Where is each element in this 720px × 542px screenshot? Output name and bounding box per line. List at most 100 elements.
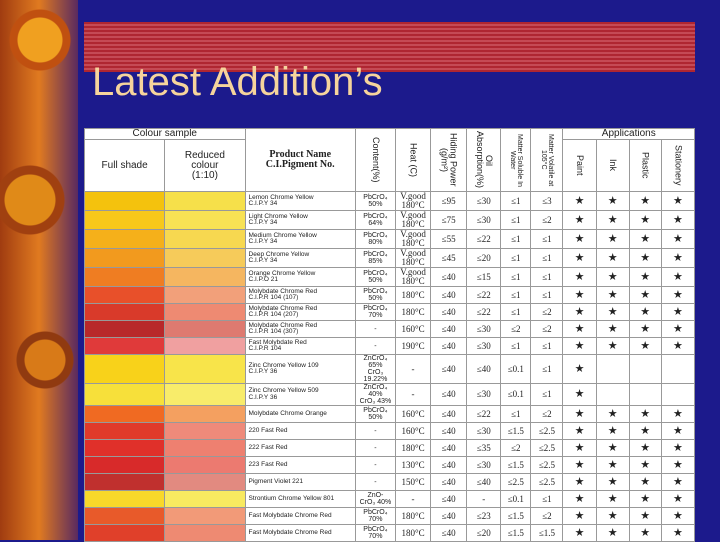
header-text: Plastic [640, 152, 651, 179]
heat-text: V.good [400, 267, 426, 277]
full-shade-swatch [83, 383, 166, 406]
hiding-cell: ≤55 [430, 229, 468, 249]
header-cell: Reduced colour (1:10) [164, 139, 246, 192]
hiding-cell: ≤40 [430, 405, 468, 423]
content-cell: PbCrO₄ 50% [354, 191, 396, 211]
heat-cell: 180°C [394, 507, 432, 525]
reduced-swatch [164, 191, 246, 211]
heat-text: 180°C [401, 257, 425, 267]
volatile-cell: ≤1 [530, 267, 564, 287]
name-text: C.I.P.Y 34 [248, 257, 278, 264]
content-text: CrO₃ 40% [359, 499, 392, 506]
heat-text: 180°C [401, 289, 425, 300]
name-text: C.I.P.R 104 (107) [248, 294, 299, 301]
hiding-cell: ≤75 [430, 210, 468, 230]
header-text: C.I.Pigment No. [265, 159, 335, 170]
full-shade-swatch [83, 320, 166, 338]
table-row: Lemon Chrome Yellow C.I.P.Y 34 PbCrO₄ 50% V… [83, 191, 696, 211]
application-cell: ★ [660, 248, 696, 268]
hiding-cell: ≤95 [430, 191, 468, 211]
heat-text: 180°C [401, 238, 425, 248]
table-row: 223 Fast Red -130°C ≤40 ≤30 ≤1.5 ≤2.5 ★ ★ ★ ★ [83, 456, 696, 474]
name-text: Fast Molybdate Chrome Red [248, 528, 332, 536]
oil-cell: ≤30 [466, 456, 502, 474]
name-text: Lemon Chrome Yellow [248, 193, 314, 201]
name-text: Orange Chrome Yellow [248, 269, 316, 277]
hiding-cell: ≤40 [430, 422, 468, 440]
heat-cell: 190°C [394, 337, 432, 355]
volatile-cell: ≤2.5 [530, 456, 564, 474]
application-cell: ★ [562, 354, 597, 384]
header-cell: Hiding Power (g/m²) [430, 128, 468, 192]
application-cell: ★ [562, 473, 597, 491]
content-cell: PbCrO₄ 50% [354, 286, 396, 304]
name-cell: Lemon Chrome Yellow C.I.P.Y 34 [244, 191, 356, 211]
reduced-swatch [164, 354, 246, 384]
content-text: PbCrO₄ 50% [363, 407, 388, 421]
table-row: Fast Molybdate Chrome Red PbCrO₄ 70% 180°C… [83, 524, 696, 542]
application-cell [628, 354, 662, 384]
soluble-cell: ≤0.1 [500, 354, 532, 384]
soluble-cell: ≤1.5 [500, 507, 532, 525]
table-row: 222 Fast Red -180°C ≤40 ≤35 ≤2 ≤2.5 ★ ★ ★ ★ [83, 439, 696, 457]
content-cell: PbCrO₄ 64% [354, 210, 396, 230]
heat-text: V.good [400, 210, 426, 220]
hiding-cell: ≤40 [430, 286, 468, 304]
content-text: PbCrO₄ 50% [363, 194, 388, 208]
application-cell [660, 383, 696, 406]
oil-cell: - [466, 490, 502, 508]
oil-cell: ≤30 [466, 320, 502, 338]
application-cell: ★ [660, 286, 696, 304]
application-cell: ★ [595, 267, 630, 287]
application-cell: ★ [628, 229, 662, 249]
volatile-cell: ≤2 [530, 405, 564, 423]
soluble-cell: ≤1 [500, 337, 532, 355]
content-text: PbCrO₄ 85% [363, 251, 388, 265]
application-cell: ★ [595, 337, 630, 355]
name-cell: Deep Chrome Yellow C.I.P.Y 34 [244, 248, 356, 268]
header-text: Hiding Power (g/m²) [439, 133, 459, 187]
name-cell: Orange Chrome Yellow C.I.P.O 21 [244, 267, 356, 287]
hiding-cell: ≤40 [430, 490, 468, 508]
full-shade-swatch [83, 267, 166, 287]
hiding-cell: ≤40 [430, 267, 468, 287]
hiding-cell: ≤40 [430, 507, 468, 525]
name-text: Molybdate Chrome Red [248, 304, 318, 312]
application-cell: ★ [595, 303, 630, 321]
soluble-cell: ≤1 [500, 303, 532, 321]
content-cell: ZnCrO₄ 65% CrO₃ 19.22% [354, 354, 396, 384]
volatile-cell: ≤2 [530, 210, 564, 230]
volatile-cell: ≤1 [530, 383, 564, 406]
application-cell: ★ [660, 303, 696, 321]
content-cell: PbCrO₄ 70% [354, 524, 396, 542]
application-cell: ★ [628, 337, 662, 355]
application-cell: ★ [660, 337, 696, 355]
pigment-table: Colour sample Product Name C.I.Pigment No… [83, 128, 696, 542]
heat-cell: - [394, 383, 432, 406]
content-text: PbCrO₄ 64% [363, 213, 388, 227]
header-text: Heat (C) [408, 142, 419, 177]
content-text: PbCrO₄ 50% [363, 270, 388, 284]
full-shade-swatch [83, 191, 166, 211]
name-cell: 223 Fast Red [244, 456, 356, 474]
soluble-cell: ≤2.5 [500, 473, 532, 491]
application-cell: ★ [562, 383, 597, 406]
oil-cell: ≤22 [466, 405, 502, 423]
name-cell: Light Chrome Yellow C.I.P.Y 34 [244, 210, 356, 230]
hiding-cell: ≤40 [430, 337, 468, 355]
reduced-swatch [164, 456, 246, 474]
application-cell: ★ [628, 422, 662, 440]
reduced-swatch [164, 507, 246, 525]
application-cell: ★ [562, 210, 597, 230]
heat-cell: V.good 180°C [394, 248, 432, 268]
application-cell: ★ [628, 303, 662, 321]
soluble-cell: ≤1 [500, 191, 532, 211]
content-text: PbCrO₄ 70% [363, 305, 388, 319]
content-cell: - [354, 422, 396, 440]
heat-cell: 180°C [394, 286, 432, 304]
header-text: Oil Absorption(%) [474, 131, 494, 189]
content-cell: PbCrO₄ 85% [354, 248, 396, 268]
content-cell: PbCrO₄ 80% [354, 229, 396, 249]
heat-text: 180°C [401, 510, 425, 521]
